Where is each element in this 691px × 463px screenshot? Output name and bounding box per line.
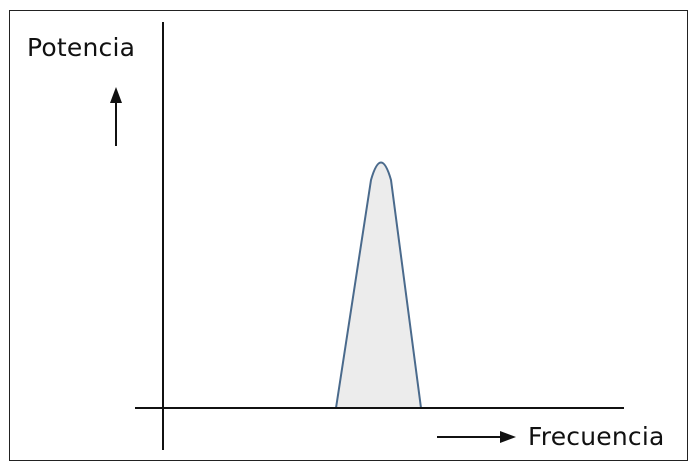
x-direction-arrow-icon	[437, 431, 516, 443]
y-direction-arrow-icon	[110, 87, 122, 146]
spectrum-peak	[335, 161, 422, 409]
y-axis-label: Potencia	[27, 33, 136, 62]
x-axis-label: Frecuencia	[528, 422, 665, 451]
